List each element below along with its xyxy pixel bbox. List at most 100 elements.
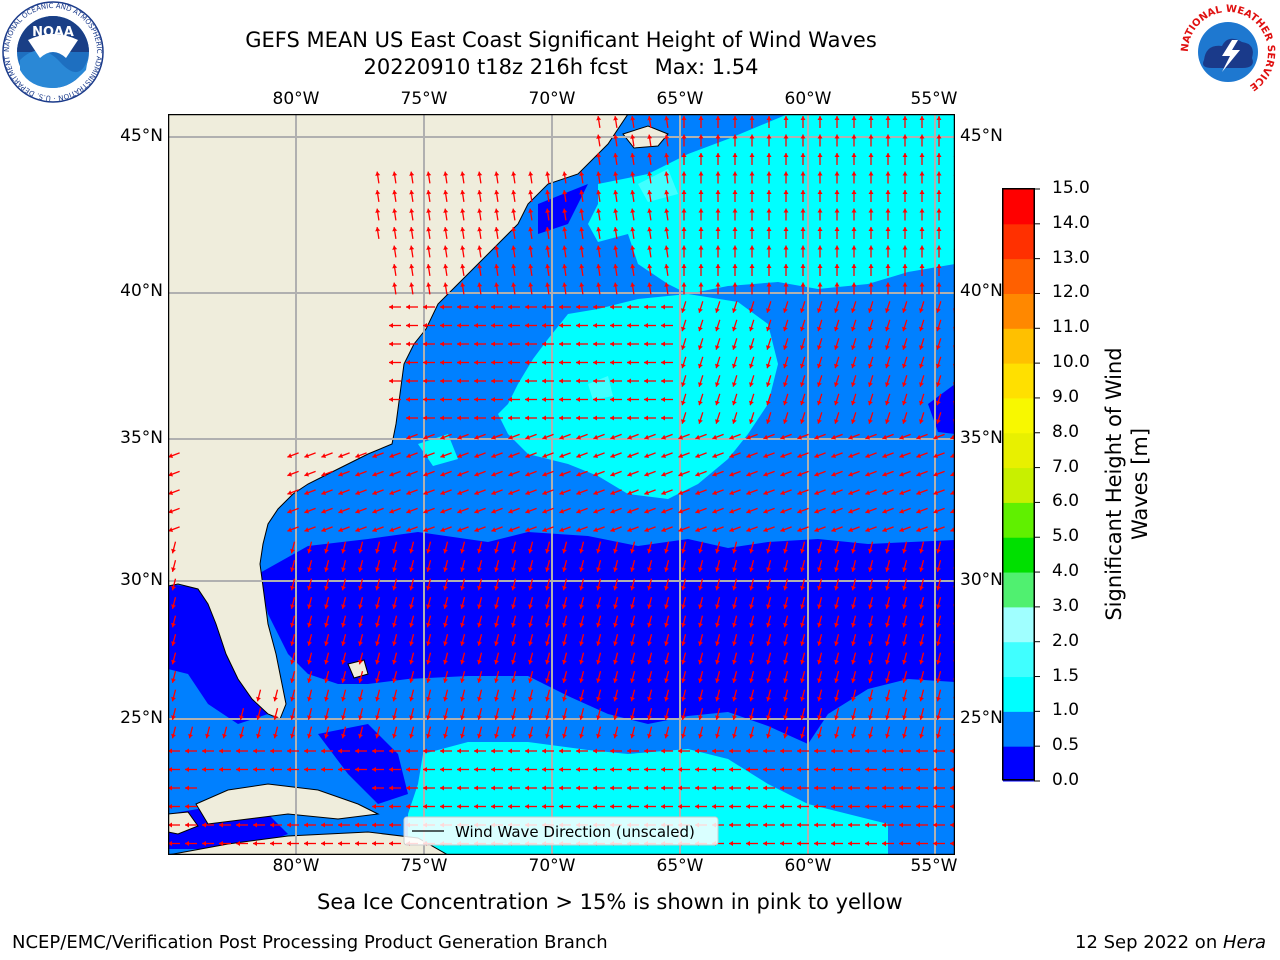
wave-arrow-head xyxy=(460,678,465,683)
wave-arrow-head xyxy=(460,641,465,646)
wave-arrow-head xyxy=(729,471,734,477)
wave-arrow-head xyxy=(389,804,393,809)
wave-arrow-head xyxy=(613,264,619,269)
wave-arrow-head xyxy=(593,785,597,791)
wave-arrow-head xyxy=(307,548,312,554)
wave-arrow-head xyxy=(851,245,857,250)
wave-arrow-head xyxy=(559,785,563,791)
wave-arrow-head xyxy=(661,490,666,495)
wave-arrow-head xyxy=(902,363,907,369)
wave-arrow-head xyxy=(477,245,483,250)
wave-arrow-head xyxy=(817,585,822,591)
wave-arrow-head xyxy=(715,227,721,231)
wave-arrow-head xyxy=(817,245,823,250)
wave-arrow-head xyxy=(780,841,784,846)
wave-arrow-head xyxy=(783,419,788,424)
wave-arrow-head xyxy=(644,804,648,809)
wave-arrow-head xyxy=(817,678,822,683)
wave-arrow-head xyxy=(766,400,771,406)
wave-arrow-head xyxy=(372,822,376,828)
wave-arrow-head xyxy=(749,116,755,120)
wave-arrow-head xyxy=(902,567,907,572)
wave-arrow-head xyxy=(545,696,550,702)
wave-arrow-head xyxy=(746,767,750,772)
wave-arrow-head xyxy=(814,527,819,532)
wave-arrow-head xyxy=(341,567,346,572)
wave-arrow-head xyxy=(797,490,802,495)
wave-arrow-head xyxy=(800,171,806,176)
wave-arrow-head xyxy=(338,822,342,828)
wave-arrow-head xyxy=(457,785,461,791)
wave-arrow-head xyxy=(423,360,427,365)
wave-arrow-head xyxy=(542,508,547,514)
wave-arrow-head xyxy=(511,622,516,628)
wave-arrow-head xyxy=(287,527,292,532)
wave-arrow-head xyxy=(732,134,738,139)
wave-arrow-head xyxy=(834,308,839,313)
wave-arrow-head xyxy=(800,308,805,313)
wave-arrow-head xyxy=(491,748,495,754)
wave-arrow-head xyxy=(919,382,924,387)
wave-arrow-head xyxy=(372,508,377,514)
wave-arrow-head xyxy=(766,419,771,424)
wave-arrow-head xyxy=(715,733,720,739)
wave-arrow-head xyxy=(698,326,703,332)
wave-arrow-head xyxy=(610,471,615,477)
wave-arrow-head xyxy=(899,508,904,514)
wave-arrow-head xyxy=(885,363,890,369)
wave-arrow-head xyxy=(457,490,462,495)
wave-arrow-head xyxy=(593,471,598,477)
wave-arrow-head xyxy=(491,767,495,772)
wave-arrow-head xyxy=(885,227,891,231)
wave-arrow-head xyxy=(919,326,924,332)
wave-arrow-head xyxy=(576,785,580,791)
wave-arrow-head xyxy=(525,804,529,809)
wave-arrow-head xyxy=(613,171,619,176)
wave-arrow-head xyxy=(307,585,312,591)
wave-arrow-head xyxy=(729,785,733,791)
wave-arrow-head xyxy=(732,264,738,268)
wave-arrow-head xyxy=(715,245,721,250)
wave-arrow-head xyxy=(834,604,839,609)
wave-arrow-head xyxy=(613,227,619,232)
wave-arrow-head xyxy=(800,678,805,683)
wave-arrow-head xyxy=(576,323,580,328)
wave-arrow-head xyxy=(576,434,581,440)
wave-arrow-head xyxy=(834,382,839,387)
wave-arrow-head xyxy=(647,733,652,739)
wave-arrow-head xyxy=(562,208,568,213)
wave-arrow-head xyxy=(885,678,890,683)
wave-arrow-head xyxy=(936,548,941,554)
wave-arrow-head xyxy=(763,804,767,809)
wave-arrow-head xyxy=(528,208,534,213)
wave-arrow-head xyxy=(610,490,615,495)
wave-arrow-head xyxy=(528,585,533,591)
wave-arrow-head xyxy=(715,622,720,628)
wave-arrow-head xyxy=(885,171,891,176)
wave-arrow-head xyxy=(916,785,920,791)
wave-arrow-head xyxy=(834,363,839,369)
wave-arrow-head xyxy=(865,453,870,458)
wave-arrow-head xyxy=(800,134,806,139)
wave-arrow-head xyxy=(579,227,585,232)
wave-arrow-head xyxy=(902,715,907,720)
wave-arrow-head xyxy=(341,715,346,720)
wave-arrow-head xyxy=(902,400,907,406)
wave-arrow-head xyxy=(440,434,445,440)
wave-arrow-head xyxy=(749,548,754,554)
wave-arrow-head xyxy=(545,733,550,739)
wave-arrow-head xyxy=(511,264,517,269)
legend-label: Wind Wave Direction (unscaled) xyxy=(455,823,695,841)
wave-arrow-head xyxy=(596,715,601,720)
colorbar-tick-label: 15.0 xyxy=(1052,178,1090,198)
wave-arrow-head xyxy=(885,585,890,591)
wave-arrow-head xyxy=(933,804,937,809)
wave-arrow-head xyxy=(630,622,635,628)
wave-arrow-head xyxy=(834,190,840,194)
wave-arrow-head xyxy=(508,785,512,791)
wave-arrow-head xyxy=(749,622,754,628)
wave-arrow-head xyxy=(494,208,500,213)
wave-arrow-head xyxy=(474,527,479,532)
wave-arrow-head xyxy=(358,715,363,720)
wave-arrow-head xyxy=(936,227,942,231)
